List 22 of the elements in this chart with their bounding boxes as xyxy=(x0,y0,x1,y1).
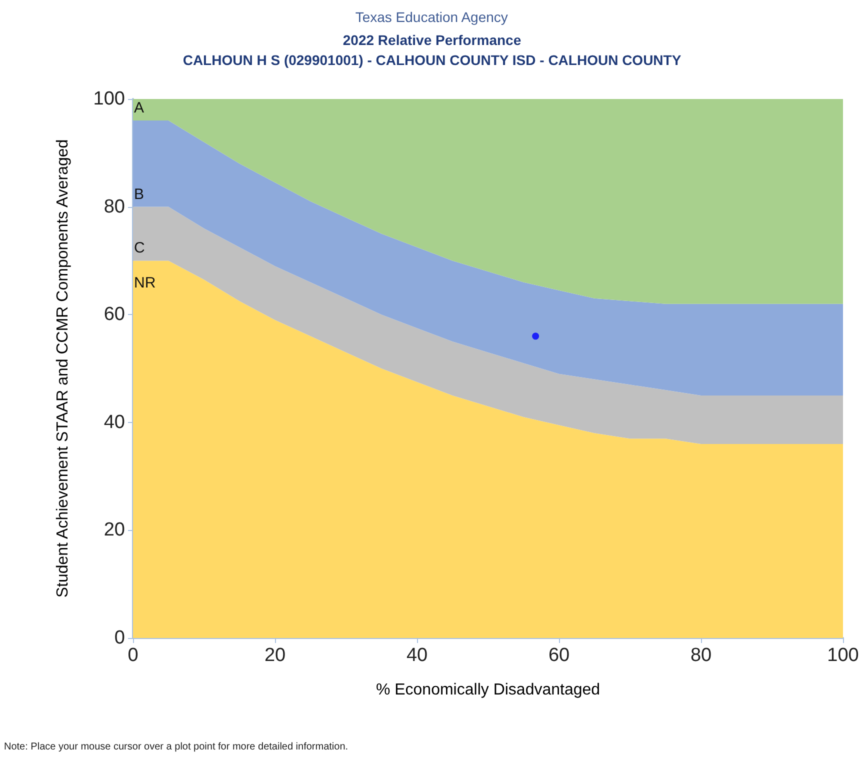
y-tick-label: 60 xyxy=(104,304,125,326)
series-label: B xyxy=(134,186,144,203)
chart-subtitle: CALHOUN H S (029901001) - CALHOUN COUNTY ISD - CALHOUN COUNTY xyxy=(182,52,682,68)
x-tick-label: 60 xyxy=(548,645,570,666)
y-axis-title: Student Achievement STAAR and CCMR Components Averaged xyxy=(54,139,72,598)
x-tick-label: 80 xyxy=(690,645,712,666)
y-tick-label: 0 xyxy=(114,628,125,648)
series-label: C xyxy=(134,240,145,257)
text: Note: Place your mouse cursor over a plot point for more detailed information. xyxy=(4,742,348,752)
x-tick-label: 40 xyxy=(406,645,428,666)
chart-title: 2022 Relative Performance xyxy=(342,32,522,48)
text: Texas Education Agency xyxy=(355,9,508,25)
y-tick-label: 80 xyxy=(104,196,125,218)
series-label: NR xyxy=(134,274,156,292)
x-tick-label: 0 xyxy=(128,645,138,666)
y-tick-label: 100 xyxy=(93,88,125,110)
x-tick-label: 20 xyxy=(264,645,286,666)
series-label: A xyxy=(134,100,144,117)
x-tick-label: 100 xyxy=(827,645,859,666)
x-axis-title: % Economically Disadvantaged xyxy=(376,682,600,698)
y-tick-label: 20 xyxy=(104,520,125,541)
y-tick-label: 40 xyxy=(104,412,125,433)
